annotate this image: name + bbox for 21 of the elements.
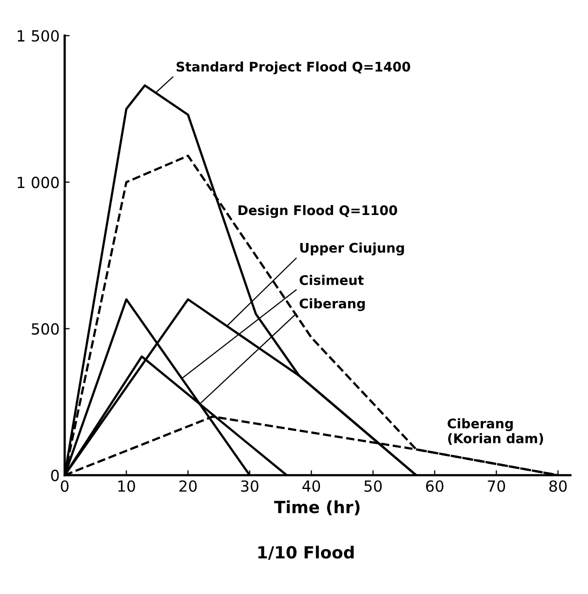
y-tick-label: 500 [32,323,59,335]
x-tick-label: 60 [426,480,444,492]
text: Ciberang [300,298,365,312]
x-axis-title: Time (hr) [274,500,360,516]
text: Upper Ciujung [300,242,404,256]
y-tick-label: 0 [51,470,59,482]
text: Cisimeut [300,274,364,286]
x-tick-label: 20 [179,480,197,492]
x-tick-label: 80 [549,480,567,492]
x-tick-label: 40 [302,480,320,492]
y-tick-label: 1 500 [18,30,59,42]
text: 1/10 Flood [258,546,354,560]
text: Standard Project Flood Q=1400 [176,61,410,74]
series-label: Ciberang (Korian dam) [448,418,544,445]
series-label: Design Flood Q=1100 [238,205,398,218]
x-tick-label: 10 [118,480,136,492]
y-tick-label: 1 000 [18,176,59,188]
x-tick-label: 30 [241,480,258,492]
x-tick-label: 70 [488,480,506,492]
x-tick-label: 50 [364,480,382,492]
x-tick-label: 0 [60,480,69,492]
